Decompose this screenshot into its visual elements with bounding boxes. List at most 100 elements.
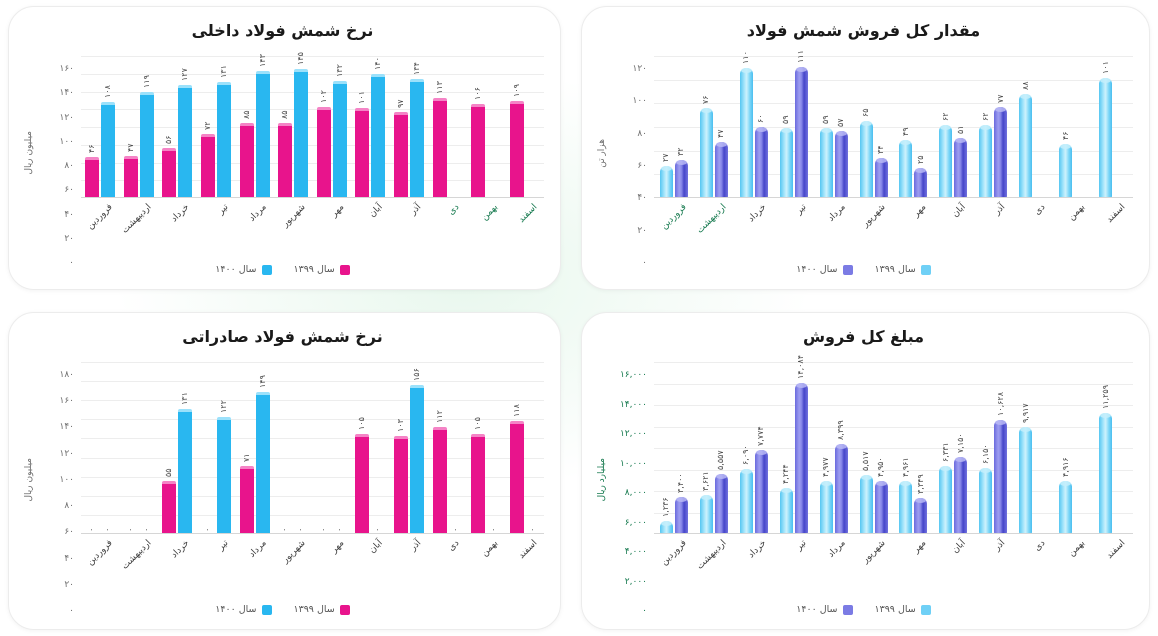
y-tick-label: ۱۲۰ (59, 448, 74, 459)
x-tick-label: تیر (793, 538, 809, 553)
bar-1399 (819, 128, 833, 198)
legend-item-1399: سال ۱۳۹۹ (294, 604, 350, 615)
legend-swatch-1400 (842, 264, 853, 275)
y-tick-label: ۲۰ (637, 225, 647, 236)
bar-value-label: ۹,۹۱۷ (1020, 403, 1030, 424)
x-tick-label: دی (1032, 538, 1048, 554)
legend-item-1400: سال ۱۴۰۰ (215, 264, 272, 275)
bar-1400 (914, 168, 928, 198)
y-tick-label: ۱۲,۰۰۰ (619, 429, 647, 439)
x-tick-label: فروردین (85, 202, 115, 232)
legend-label-1400: سال ۱۴۰۰ (215, 264, 257, 275)
bar-1399 (355, 108, 370, 198)
x-tick-label: خرداد (169, 202, 192, 225)
legend-label-1399: سال ۱۳۹۹ (293, 264, 335, 275)
bar-value-label: ۰ (489, 527, 499, 532)
bar-1399 (979, 124, 993, 198)
legend: سال ۱۳۹۹ سال ۱۴۰۰ (21, 598, 544, 621)
gridline (654, 362, 1133, 363)
bar-value-label: ۶,۰۹۰ (741, 444, 751, 465)
bar-1399 (1059, 481, 1073, 534)
bar-1399 (201, 134, 216, 198)
gridline (654, 448, 1133, 449)
legend-swatch-1400 (842, 604, 853, 615)
bar-value-label: ۰ (280, 527, 290, 532)
bar-1399 (779, 128, 793, 198)
bar-1400 (994, 106, 1008, 198)
y-tick-label: ۶,۰۰۰ (624, 517, 647, 528)
bar-1399 (123, 156, 138, 198)
bar-value-label: ۷,۷۷۴ (756, 426, 766, 447)
bar-value-label: ۶,۱۵۰ (980, 444, 990, 464)
bar-1399 (509, 101, 524, 198)
bar-value-label: ۳۲ (676, 147, 686, 157)
x-tick-label: دی (447, 202, 462, 218)
bar-value-label: ۱۰۱ (357, 91, 367, 105)
x-tick-label: خرداد (746, 538, 769, 561)
x-tick-label: بهمن (1067, 202, 1088, 223)
bar-value-label: ۱۱۸ (511, 404, 521, 418)
bar-1399 (859, 474, 873, 534)
bar-1400 (874, 480, 888, 534)
bar-1400 (101, 102, 116, 198)
bar-value-label: ۰ (103, 527, 113, 532)
bar-1399 (471, 433, 486, 534)
bar-value-label: ۰ (125, 527, 135, 532)
bar-value-label: ۵۹ (821, 115, 831, 125)
plot-area: ۲۷ ۳۲ ۷۶ ۴۷ ۱۱۰ ۶۰ ۵۹ ۱۱۱ ۵۹ ۵۷ ۶۵ ۳۴ ۴۹ ۲۵ ۶۲ ۵۱ ۶۲ ۷۷ ۸۸… (654, 50, 1133, 198)
bar-1399 (393, 435, 408, 534)
x-tick-label: تیر (216, 202, 231, 217)
bar-1399 (979, 467, 993, 534)
y-axis-ticks: ۱۶۰ ۱۴۰ ۱۲۰ ۱۰۰ ۸۰ ۶۰ ۴۰ ۲۰ ۰ (37, 56, 81, 268)
y-tick-label: ۴,۰۰۰ (624, 547, 647, 557)
bar-value-label: ۱۰۶ (473, 87, 483, 100)
y-tick-label: ۱۶۰ (59, 64, 74, 74)
gridline (81, 56, 544, 57)
bar-value-label: ۱۴۹ (257, 374, 267, 388)
y-tick-label: ۰ (642, 258, 647, 268)
legend-label-1400: سال ۱۴۰۰ (215, 604, 257, 615)
x-tick-label: آبان (950, 538, 968, 556)
bar-1400 (674, 497, 688, 534)
legend-item-1400: سال ۱۴۰۰ (215, 604, 272, 615)
bar-value-label: ۰ (334, 527, 344, 532)
y-tick-label: ۸,۰۰۰ (624, 488, 647, 498)
bar-1399 (355, 433, 370, 534)
x-tick-label: بهمن (1067, 538, 1088, 559)
gridline (81, 419, 544, 421)
gridline (654, 174, 1133, 176)
x-tick-label: مرداد (247, 202, 269, 224)
bar-value-label: ۶۰ (756, 114, 766, 123)
gridline (81, 162, 544, 164)
bar-value-label: ۱۰۳ (395, 418, 405, 432)
x-tick-label: آذر (992, 202, 1008, 218)
y-tick-label: ۶۰ (637, 161, 647, 171)
bar-value-label: ۰ (318, 527, 328, 532)
bar-value-label: ۶۵ (861, 108, 871, 118)
x-tick-label: شهریور (860, 202, 888, 230)
chart-area: میلیارد ریال ۱۶,۰۰۰ ۱۴,۰۰۰ ۱۲,۰۰۰ ۱۰,۰۰۰ ۸,۰… (594, 355, 1133, 616)
bar-value-label: ۰ (450, 527, 460, 532)
legend-swatch-1399 (339, 604, 350, 615)
legend-swatch-1399 (920, 604, 931, 615)
y-tick-label: ۸۰ (637, 128, 647, 139)
bar-1399 (899, 480, 913, 534)
bar-value-label: ۱۱۰ (741, 50, 751, 64)
x-tick-label: فروردین (659, 202, 689, 232)
y-tick-label: ۲۰ (64, 233, 74, 244)
bar-value-label: ۴,۲۴۴ (781, 464, 791, 485)
bar-value-label: ۱۵۶ (411, 368, 421, 381)
x-tick-label: شهریور (280, 202, 308, 230)
bar-1399 (162, 148, 177, 198)
bar-1400 (994, 419, 1008, 534)
legend: سال ۱۳۹۹ سال ۱۴۰۰ (594, 258, 1133, 281)
x-tick-label: شهریور (860, 538, 888, 566)
bar-1400 (834, 130, 848, 198)
legend-item-1399: سال ۱۳۹۹ (875, 604, 931, 615)
gridline (654, 127, 1133, 128)
bar-1399 (699, 495, 713, 534)
x-tick-label: آبان (367, 538, 385, 556)
bar-value-label: ۱۴۵ (296, 52, 306, 66)
gridline (81, 476, 544, 478)
bar-value-label: ۰ (373, 527, 383, 532)
